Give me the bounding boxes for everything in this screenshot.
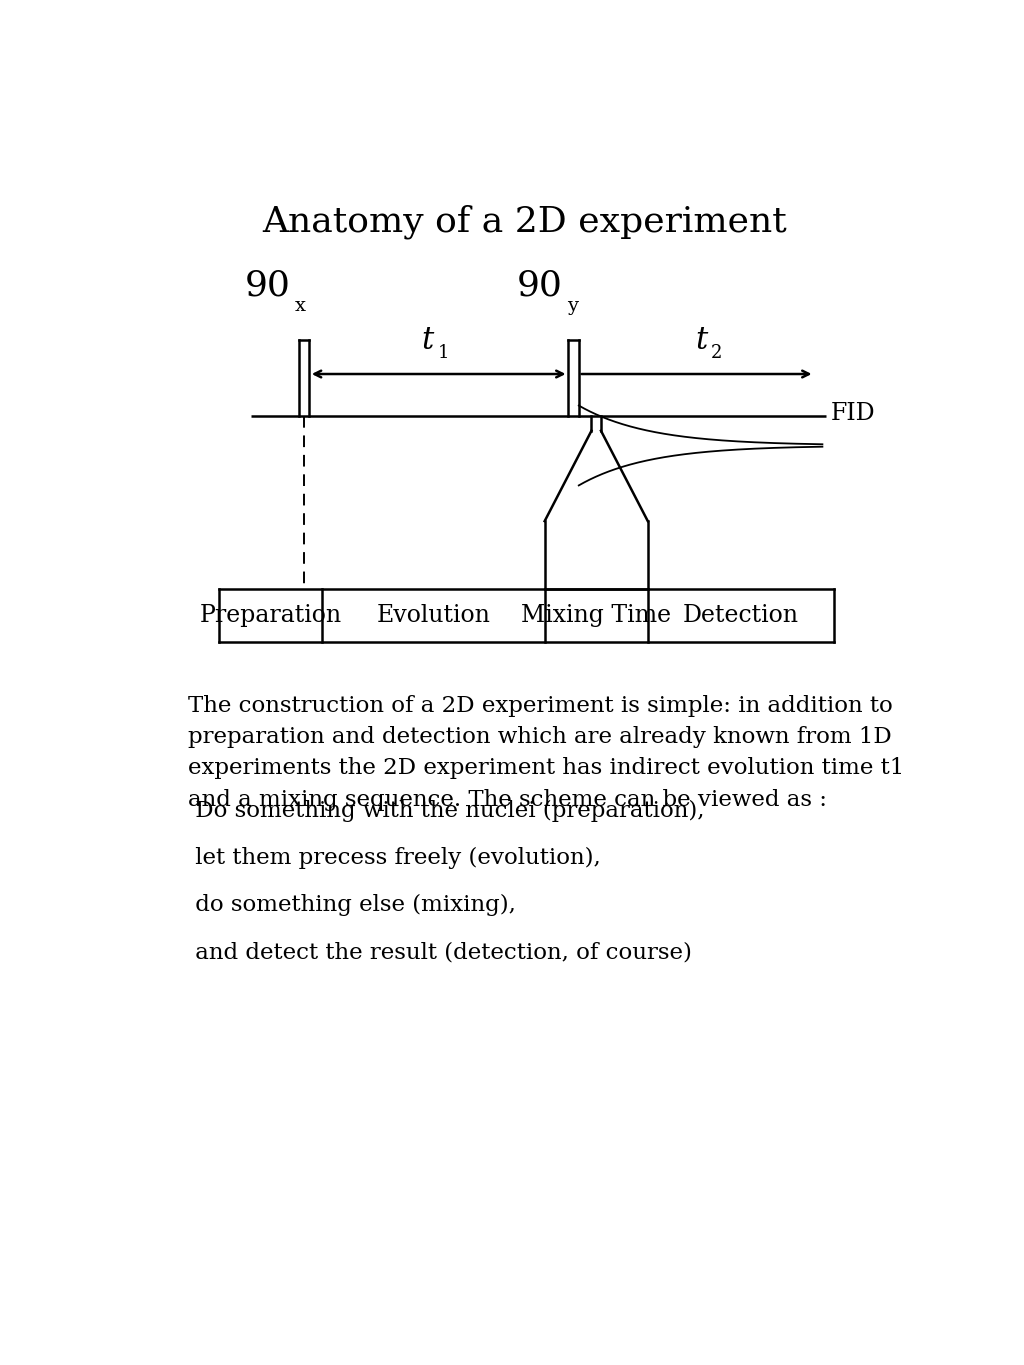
Text: 90: 90 bbox=[517, 269, 563, 303]
Text: let them precess freely (evolution),: let them precess freely (evolution), bbox=[187, 846, 600, 870]
Text: 2: 2 bbox=[712, 344, 723, 362]
Text: and detect the result (detection, of course): and detect the result (detection, of cou… bbox=[187, 942, 691, 964]
Text: Mixing Time: Mixing Time bbox=[521, 605, 672, 628]
Text: 1: 1 bbox=[437, 344, 449, 362]
Text: Preparation: Preparation bbox=[200, 605, 342, 628]
Text: do something else (mixing),: do something else (mixing), bbox=[187, 894, 515, 916]
Text: t: t bbox=[421, 325, 433, 356]
Text: FID: FID bbox=[830, 403, 874, 426]
Text: Anatomy of a 2D experiment: Anatomy of a 2D experiment bbox=[262, 205, 787, 239]
Text: t: t bbox=[695, 325, 708, 356]
Text: x: x bbox=[295, 298, 305, 315]
Text: Evolution: Evolution bbox=[377, 605, 490, 628]
Text: The construction of a 2D experiment is simple: in addition to
preparation and de: The construction of a 2D experiment is s… bbox=[187, 695, 904, 811]
Text: Detection: Detection bbox=[683, 605, 799, 628]
Text: 90: 90 bbox=[245, 269, 291, 303]
Text: y: y bbox=[567, 298, 578, 315]
Text: Do something with the nuclei (preparation),: Do something with the nuclei (preparatio… bbox=[187, 800, 705, 822]
